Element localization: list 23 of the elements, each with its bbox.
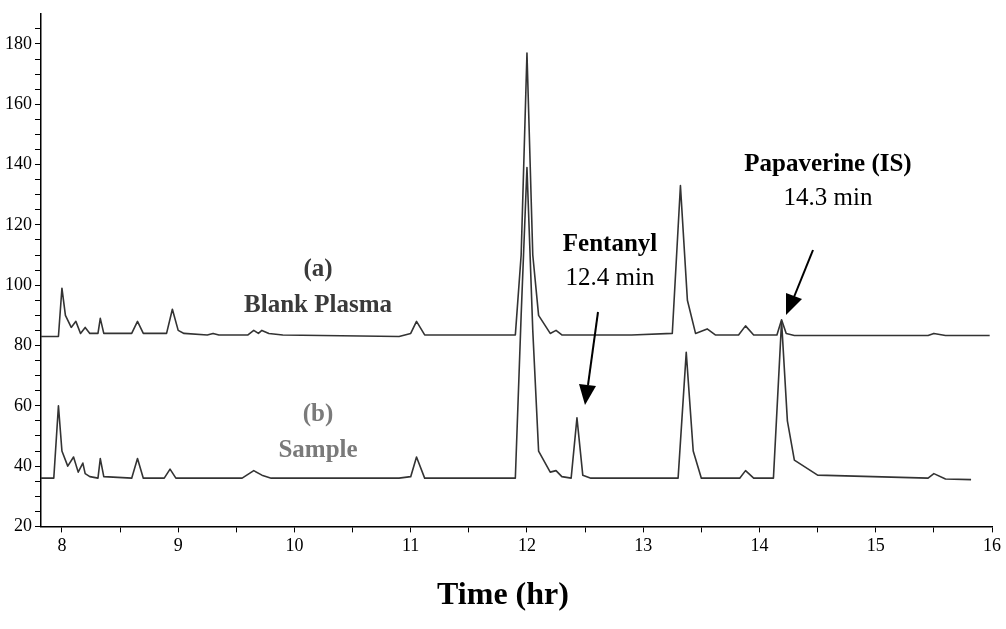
series-label: (a) Blank Plasma [244,254,393,318]
y-tick-label: 60 [14,394,32,415]
y-tick-label: 20 [14,515,32,536]
x-tick-label: 9 [173,534,183,555]
y-tick-label: 160 [5,92,32,113]
x-tick-label: 12 [517,534,536,555]
x-tick-label: 14 [750,534,769,555]
x-tick-label: 8 [57,534,67,555]
x-tick-label: 11 [402,534,420,555]
x-tick-label: 10 [285,534,304,555]
y-tick-label: 120 [5,213,32,234]
y-tick-label: 100 [5,273,32,294]
x-tick-label: 16 [983,534,1001,555]
y-tick-label: 180 [5,32,32,53]
annotation: Papaverine (IS) 14.3 min [744,149,912,210]
x-tick-label: 13 [634,534,653,555]
annotation: Fentanyl 12.4 min [562,229,658,290]
x-axis-title: Time (hr) [436,575,570,612]
series-label: (b) Sample [278,399,358,463]
x-tick-label: 15 [866,534,885,555]
y-tick-label: 140 [5,153,32,174]
y-tick-label: 40 [14,454,32,475]
y-tick-label: 80 [14,334,32,355]
